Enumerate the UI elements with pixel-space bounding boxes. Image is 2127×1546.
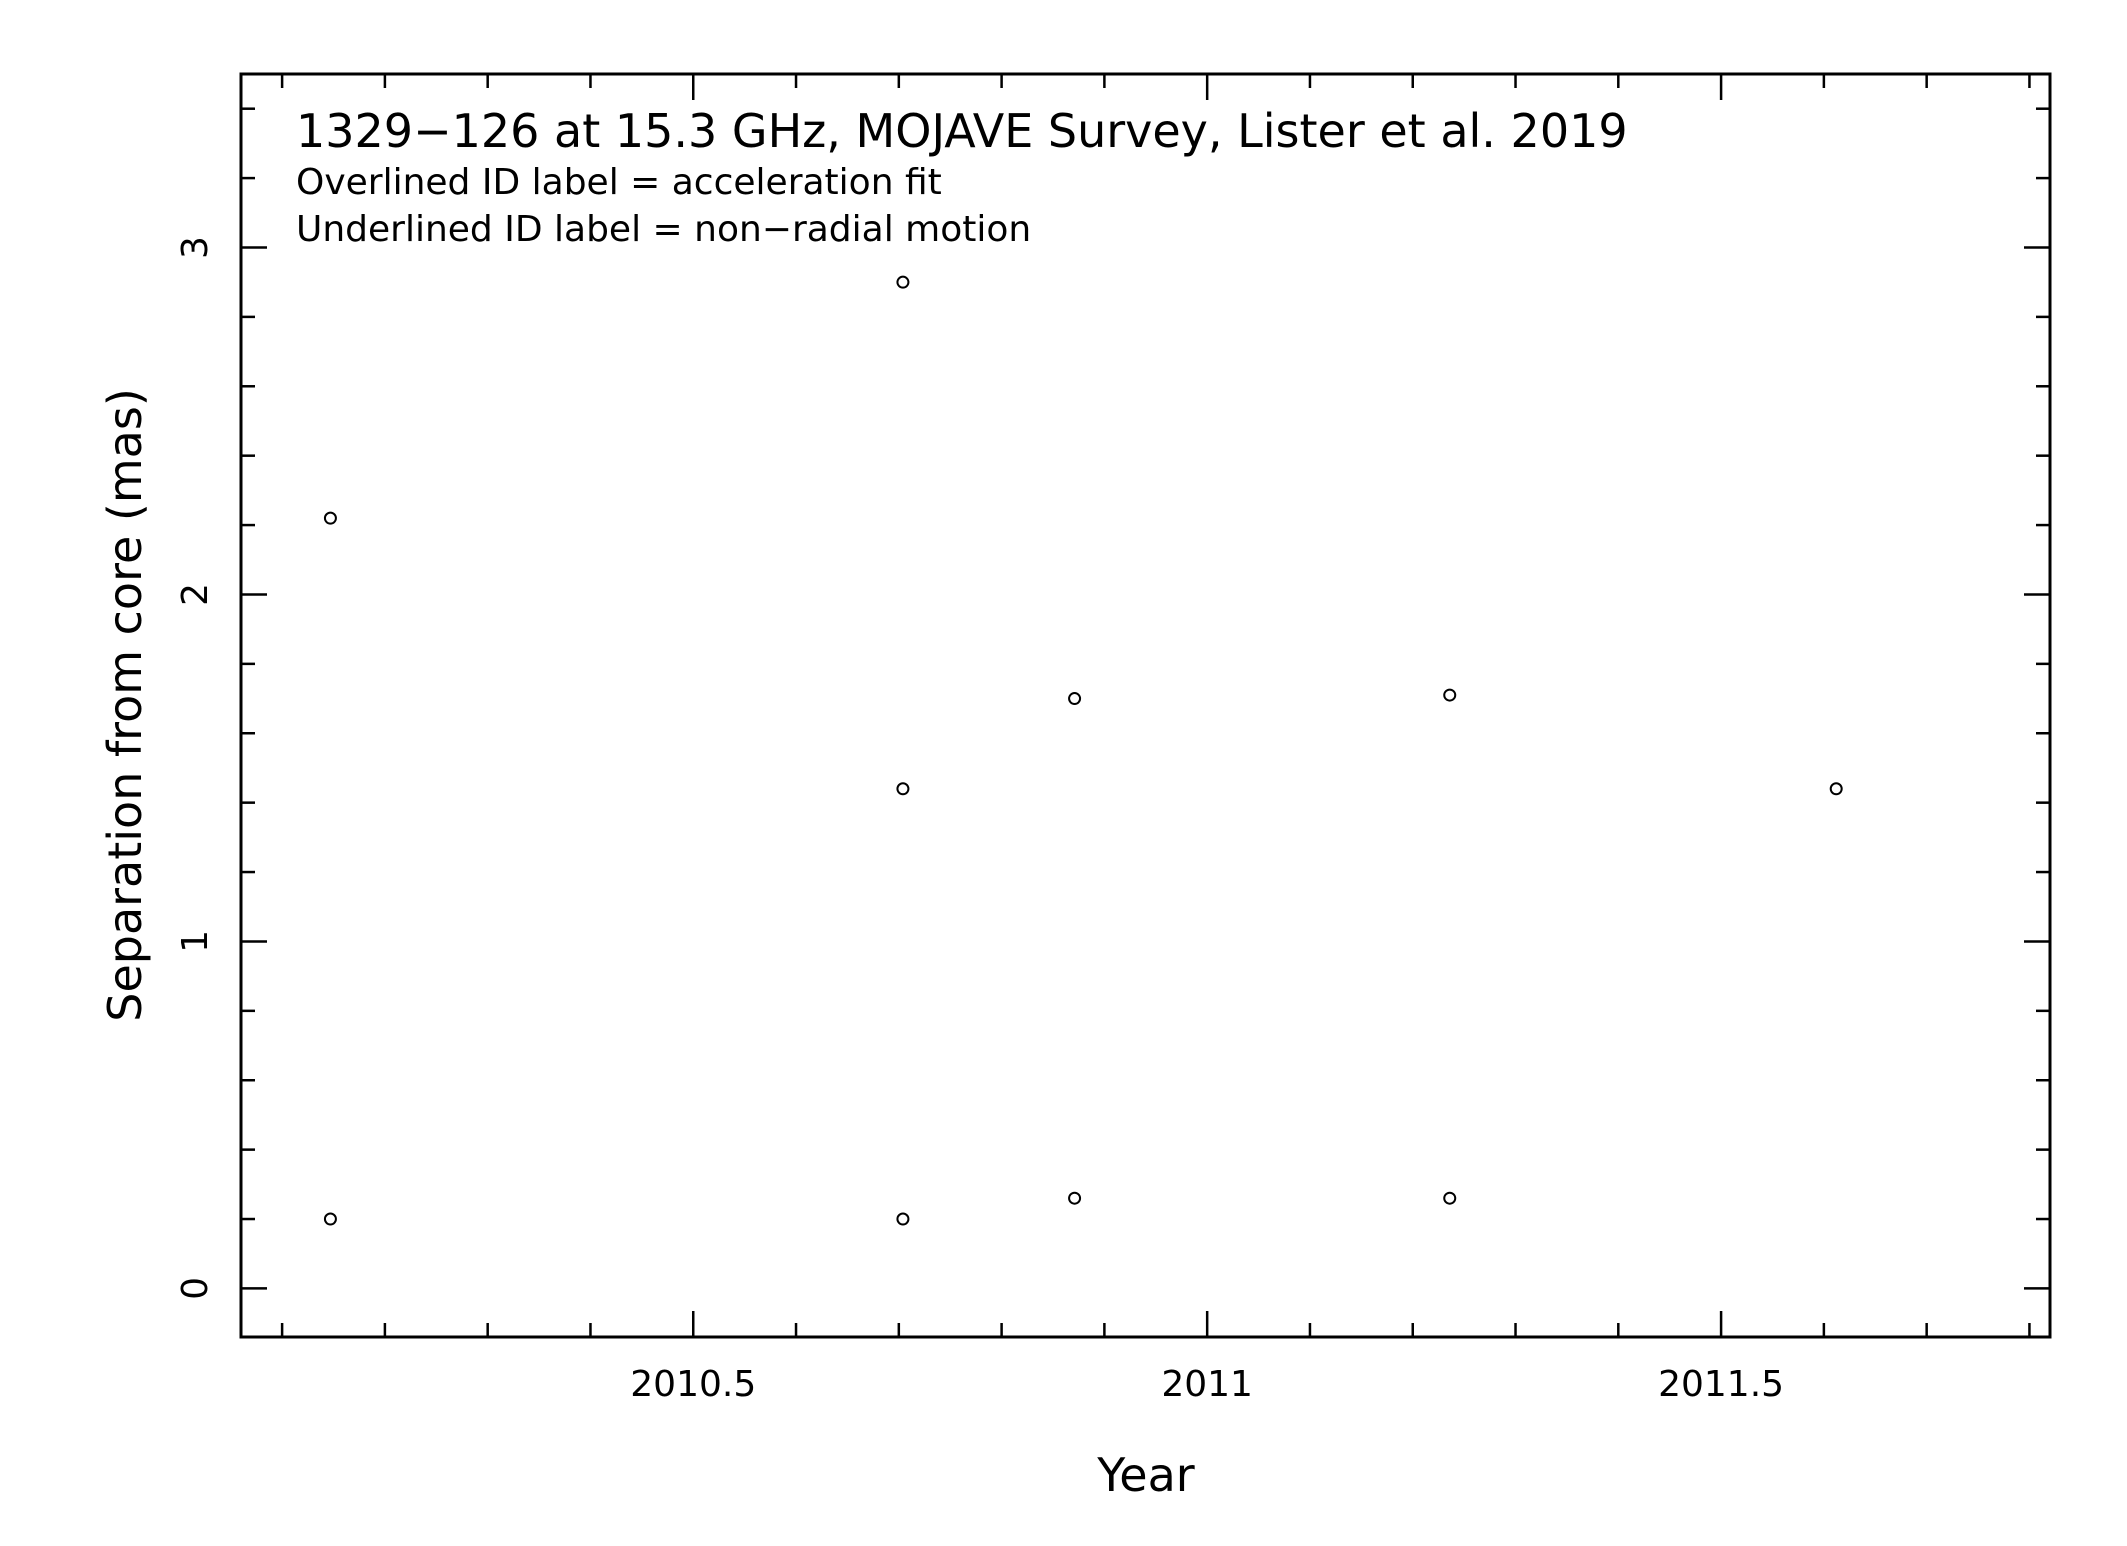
x-tick-label: 2010.5 (630, 1364, 756, 1405)
data-point (1443, 688, 1457, 702)
data-point (1829, 782, 1843, 796)
chart-title: 1329−126 at 15.3 GHz, MOJAVE Survey, Lis… (296, 104, 1628, 158)
data-point (323, 1212, 337, 1226)
data-point (1068, 692, 1082, 706)
data-point (1443, 1191, 1457, 1205)
major-ticks (241, 74, 2050, 1337)
x-tick-label: 2011.5 (1658, 1364, 1784, 1405)
x-tick-label: 2011 (1161, 1364, 1253, 1405)
data-point (896, 1212, 910, 1226)
data-point (323, 511, 337, 525)
minor-ticks (241, 74, 2050, 1337)
plot-frame (239, 72, 2052, 1339)
data-point (896, 275, 910, 289)
y-tick-label: 3 (175, 236, 216, 259)
data-point (896, 782, 910, 796)
data-points (323, 275, 1843, 1226)
y-tick-label: 2 (175, 583, 216, 606)
x-axis-label: Year (1096, 1448, 1194, 1502)
y-axis-label: Separation from core (mas) (98, 388, 152, 1022)
y-tick-labels: 0 1 2 3 (175, 236, 216, 1300)
data-point (1068, 1191, 1082, 1205)
x-tick-labels: 2010.5 2011 2011.5 (630, 1364, 1784, 1405)
annotation-acceleration-fit: Overlined ID label = acceleration fit (296, 162, 942, 203)
y-tick-label: 1 (175, 930, 216, 953)
y-tick-label: 0 (175, 1277, 216, 1300)
annotation-non-radial-motion: Underlined ID label = non−radial motion (296, 209, 1031, 250)
